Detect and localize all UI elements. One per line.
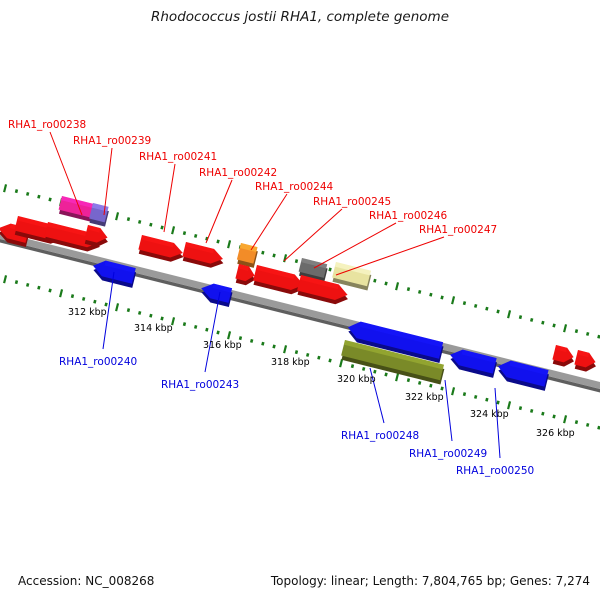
gene-label-rha1_ro00247[interactable]: RHA1_ro00247	[419, 224, 498, 236]
leader-line	[444, 379, 453, 442]
leader-line	[335, 236, 445, 276]
gene-label-rha1_ro00243[interactable]: RHA1_ro00243	[161, 379, 240, 391]
scale-tick-label: 312 kbp	[68, 307, 107, 318]
gene-glyph[interactable]	[137, 235, 186, 264]
leader-line	[283, 208, 343, 262]
gene-glyph[interactable]	[234, 264, 257, 287]
genes-reverse-strand[interactable]	[90, 258, 550, 391]
leader-line	[163, 163, 176, 233]
scale-tick-label: 324 kbp	[470, 409, 509, 420]
gene-label-rha1_ro00242[interactable]: RHA1_ro00242	[199, 167, 278, 179]
gene-glyph[interactable]	[83, 225, 110, 249]
gene-glyph[interactable]	[298, 258, 329, 283]
gene-glyph[interactable]	[181, 242, 226, 270]
scale-tick-label: 318 kbp	[271, 357, 310, 368]
leader-line	[369, 367, 385, 424]
ruler-ticks-reverse	[3, 275, 600, 430]
gene-label-rha1_ro00250[interactable]: RHA1_ro00250	[456, 465, 535, 477]
gene-glyph[interactable]	[296, 275, 351, 307]
gene-label-rha1_ro00248[interactable]: RHA1_ro00248	[341, 430, 420, 442]
scale-tick-label: 316 kbp	[203, 340, 242, 351]
gene-label-rha1_ro00245[interactable]: RHA1_ro00245	[313, 196, 392, 208]
leader-line	[49, 131, 83, 216]
gene-glyph[interactable]	[447, 347, 498, 378]
gene-label-rha1_ro00239[interactable]: RHA1_ro00239	[73, 135, 152, 147]
leader-line	[494, 387, 501, 459]
gene-label-rha1_ro00241[interactable]: RHA1_ro00241	[139, 151, 218, 163]
gene-glyph[interactable]	[340, 340, 445, 385]
leader-line	[204, 291, 221, 373]
gene-label-rha1_ro00240[interactable]: RHA1_ro00240	[59, 356, 138, 368]
gene-glyph[interactable]	[252, 265, 307, 297]
leader-line	[313, 222, 397, 269]
page-title: Rhodococcus jostii RHA1, complete genome	[151, 9, 449, 25]
gene-glyph[interactable]	[495, 358, 550, 391]
genome-stats-text: Topology: linear; Length: 7,804,765 bp; …	[270, 574, 590, 588]
scale-tick-label: 322 kbp	[405, 392, 444, 403]
gene-label-rha1_ro00246[interactable]: RHA1_ro00246	[369, 210, 448, 222]
accession-text: Accession: NC_008268	[18, 574, 155, 588]
scale-tick-label: 314 kbp	[134, 323, 173, 334]
gene-label-rha1_ro00249[interactable]: RHA1_ro00249	[409, 448, 488, 460]
scale-tick-label: 326 kbp	[536, 428, 575, 439]
leader-line	[205, 179, 233, 244]
gene-label-rha1_ro00244[interactable]: RHA1_ro00244	[255, 181, 334, 193]
gene-glyph[interactable]	[198, 281, 233, 308]
leader-line	[102, 271, 115, 350]
leader-line	[250, 193, 288, 251]
scale-tick-label: 320 kbp	[337, 374, 376, 385]
leader-line	[103, 147, 113, 216]
gene-label-rha1_ro00238[interactable]: RHA1_ro00238	[8, 119, 87, 131]
genes-forward-strand[interactable]	[0, 196, 599, 374]
gene-glyph[interactable]	[551, 345, 576, 369]
gene-glyph[interactable]	[345, 319, 445, 363]
genome-backbone[interactable]	[0, 232, 600, 393]
gene-glyph[interactable]	[573, 350, 598, 374]
